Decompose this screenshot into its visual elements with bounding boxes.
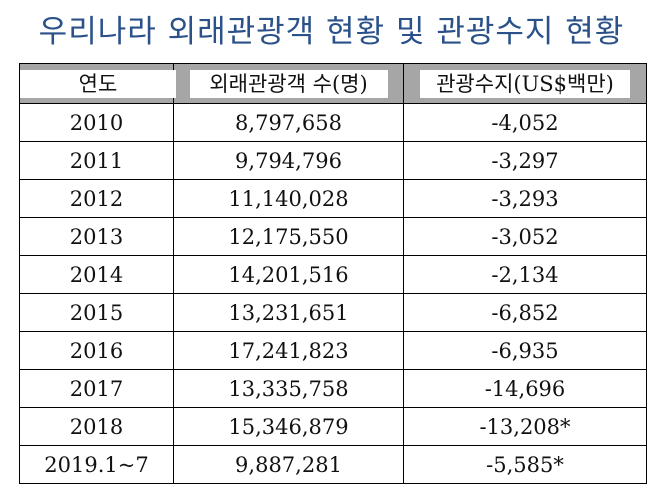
balance-cell: -4,052 [403, 103, 647, 142]
year-cell: 2015 [19, 293, 174, 332]
table-row: 2013 12,175,550 -3,052 [19, 217, 647, 256]
table-row: 2011 9,794,796 -3,297 [19, 141, 647, 180]
table-body: 2010 8,797,658 -4,052 2011 9,794,796 -3,297 20… [19, 103, 647, 484]
table-row: 2010 8,797,658 -4,052 [19, 103, 647, 142]
balance-cell: -3,297 [403, 141, 647, 180]
visitors-cell: 9,887,281 [173, 445, 404, 484]
page-title: 우리나라 외래관광객 현황 및 관광수지 현황 [38, 14, 625, 50]
tourism-table: 연도 외래관광객 수(명) 관광수지(US$백만) 2010 8,797,658-… [19, 63, 647, 484]
table-row: 2018 15,346,879 -13,208* [19, 407, 647, 446]
visitors-cell: 13,231,651 [173, 293, 404, 332]
visitors-cell: 9,794,796 [173, 141, 404, 180]
column-header-balance: 관광수지(US$백만) [403, 63, 647, 104]
visitors-cell: 17,241,823 [173, 331, 404, 370]
visitors-cell: 13,335,758 [173, 369, 404, 408]
balance-cell: -3,293 [403, 179, 647, 218]
column-header-year: 연도 [19, 63, 176, 104]
balance-cell: -5,585* [403, 445, 647, 484]
column-header-label: 연도 [20, 69, 176, 98]
year-cell: 2012 [19, 179, 174, 218]
visitors-cell: 15,346,879 [173, 407, 404, 446]
year-cell: 2014 [19, 255, 174, 294]
visitors-cell: 11,140,028 [173, 179, 404, 218]
year-cell: 2011 [19, 141, 174, 180]
visitors-cell: 8,797,658 [173, 103, 404, 142]
table-row: 2012 11,140,028 -3,293 [19, 179, 647, 218]
table-row: 2014 14,201,516 -2,134 [19, 255, 647, 294]
year-cell: 2016 [19, 331, 174, 370]
visitors-cell: 14,201,516 [173, 255, 404, 294]
table-header-row: 연도 외래관광객 수(명) 관광수지(US$백만) [19, 63, 647, 104]
balance-cell: -13,208* [403, 407, 647, 446]
table-row: 2015 13,231,651 -6,852 [19, 293, 647, 332]
balance-cell: -2,134 [403, 255, 647, 294]
balance-cell: -3,052 [403, 217, 647, 256]
year-cell: 2018 [19, 407, 174, 446]
balance-cell: -6,935 [403, 331, 647, 370]
table-row: 2016 17,241,823 -6,935 [19, 331, 647, 370]
column-header-label: 외래관광객 수(명) [189, 69, 388, 98]
year-cell: 2017 [19, 369, 174, 408]
year-cell: 2010 [19, 103, 174, 142]
table-row: 2017 13,335,758 -14,696 [19, 369, 647, 408]
balance-cell: -14,696 [403, 369, 647, 408]
balance-cell: -6,852 [403, 293, 647, 332]
column-header-label: 관광수지(US$백만) [420, 69, 630, 98]
table-row: 2019.1~7 9,887,281 -5,585* [19, 445, 647, 484]
column-header-visitors: 외래관광객 수(명) [173, 63, 404, 104]
year-cell: 2019.1~7 [19, 445, 174, 484]
year-cell: 2013 [19, 217, 174, 256]
visitors-cell: 12,175,550 [173, 217, 404, 256]
